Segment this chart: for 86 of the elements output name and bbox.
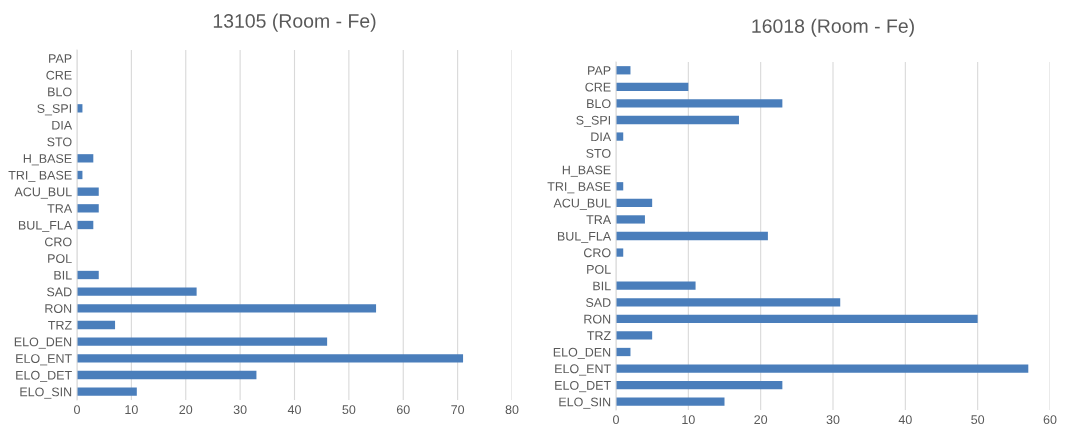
bar xyxy=(77,370,257,380)
bar xyxy=(77,187,99,196)
bar xyxy=(77,154,94,163)
bar xyxy=(616,381,783,390)
bar xyxy=(616,231,768,241)
x-tick-label: 80 xyxy=(505,405,519,415)
y-tick-label: S_SPI xyxy=(576,115,610,128)
x-tick-label: 60 xyxy=(1043,415,1057,425)
y-tick-label: H_BASE xyxy=(23,154,72,166)
y-tick-label: ELO_SIN xyxy=(559,397,611,409)
bar xyxy=(77,304,377,313)
y-tick-label: BIL xyxy=(54,270,72,280)
y-tick-label: TRA xyxy=(47,204,73,213)
y-tick-label: BIL xyxy=(593,281,611,291)
x-tick-label: 50 xyxy=(971,415,985,425)
bar xyxy=(616,132,624,141)
y-tick-label: TRZ xyxy=(587,331,611,340)
y-tick-label: ACU_BUL xyxy=(553,198,611,210)
x-tick-label: 70 xyxy=(451,405,465,415)
y-tick-label: H_BASE xyxy=(562,165,611,177)
y-tick-label: ELO_DEN xyxy=(553,347,611,360)
y-tick-label: CRE xyxy=(46,70,72,80)
y-tick-label: CRE xyxy=(585,82,611,92)
bar xyxy=(616,364,1029,373)
x-tick-label: 50 xyxy=(342,405,356,415)
bar xyxy=(616,82,689,91)
bar xyxy=(77,270,99,280)
y-tick-label: ELO_SIN xyxy=(20,387,72,399)
y-tick-label: ELO_ENT xyxy=(16,354,72,366)
x-tick-label: 20 xyxy=(754,415,768,425)
y-tick-label: STO xyxy=(47,137,72,147)
chart-title: 16018 (Room - Fe) xyxy=(752,18,914,37)
y-tick-label: BLO xyxy=(587,99,611,109)
y-tick-label: S_SPI xyxy=(37,104,71,116)
x-tick-label: 40 xyxy=(287,405,301,415)
y-tick-label: SAD xyxy=(586,298,611,307)
y-tick-label: TRZ xyxy=(48,320,72,330)
bar xyxy=(616,331,653,340)
x-tick-label: 10 xyxy=(682,415,695,425)
chart-title: 13105 (Room - Fe) xyxy=(213,13,376,32)
x-tick-label: 30 xyxy=(233,405,247,415)
bar xyxy=(616,281,696,290)
y-tick-label: SAD xyxy=(47,287,72,297)
x-tick-label: 0 xyxy=(74,405,80,415)
y-tick-label: POL xyxy=(48,254,72,263)
bar xyxy=(616,99,783,108)
y-tick-label: BUL_FLA xyxy=(18,220,73,233)
y-tick-label: STO xyxy=(586,148,611,158)
y-tick-label: DIA xyxy=(591,132,612,142)
y-tick-label: ACU_BUL xyxy=(14,187,72,199)
bar xyxy=(77,204,99,213)
bar xyxy=(77,287,197,296)
y-tick-label: POL xyxy=(587,264,611,274)
x-tick-label: 30 xyxy=(826,415,840,425)
x-tick-label: 0 xyxy=(613,415,619,425)
y-tick-label: RON xyxy=(45,304,72,313)
bar xyxy=(616,215,645,224)
x-tick-label: 10 xyxy=(125,405,138,415)
y-tick-label: PAP xyxy=(49,54,72,63)
y-tick-label: DIA xyxy=(52,120,73,130)
y-tick-label: ELO_DET xyxy=(555,380,611,393)
y-tick-label: BUL_FLA xyxy=(557,231,612,244)
y-tick-label: ELO_DEN xyxy=(14,337,72,349)
y-tick-label: BLO xyxy=(48,87,72,97)
bar xyxy=(77,320,116,330)
bar xyxy=(616,397,725,406)
y-tick-label: TRI_ BASE xyxy=(8,170,72,183)
y-tick-label: CRO xyxy=(45,237,72,247)
bar xyxy=(616,248,624,257)
y-tick-label: CRO xyxy=(584,248,611,258)
y-tick-label: ELO_ENT xyxy=(555,364,611,376)
bar xyxy=(616,198,653,207)
bar xyxy=(77,387,137,396)
bar xyxy=(616,298,841,307)
y-tick-label: TRA xyxy=(586,215,612,224)
y-tick-label: ELO_DET xyxy=(16,370,72,383)
y-tick-label: PAP xyxy=(588,66,611,75)
bar xyxy=(616,115,739,125)
x-tick-label: 20 xyxy=(179,405,193,415)
y-tick-label: RON xyxy=(584,314,611,324)
bar xyxy=(616,314,978,323)
y-tick-label: TRI_ BASE xyxy=(547,182,611,194)
bar xyxy=(77,337,328,346)
bar xyxy=(77,354,464,363)
x-tick-label: 40 xyxy=(898,415,912,425)
x-tick-label: 60 xyxy=(396,405,410,415)
